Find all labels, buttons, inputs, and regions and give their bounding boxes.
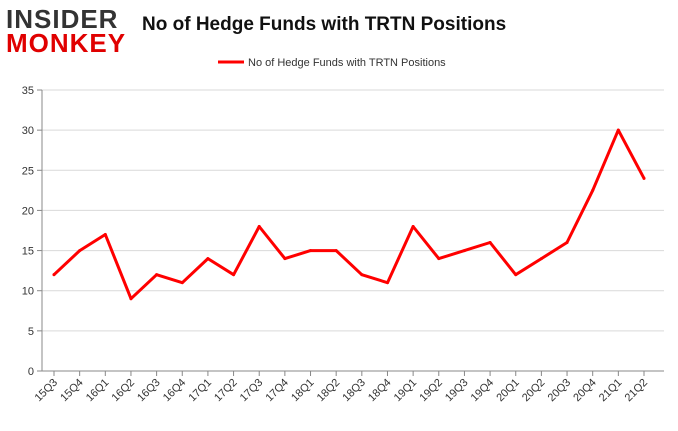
data-point-19Q4 bbox=[488, 241, 492, 245]
x-tick-label-18Q1: 18Q1 bbox=[289, 377, 317, 405]
y-tick-label-20: 20 bbox=[22, 205, 34, 217]
chart-title: No of Hedge Funds with TRTN Positions bbox=[142, 14, 507, 35]
gridlines bbox=[42, 89, 664, 332]
data-point-21Q1 bbox=[616, 128, 620, 132]
x-tick-label-16Q4: 16Q4 bbox=[161, 377, 189, 405]
x-tick-label-17Q2: 17Q2 bbox=[212, 377, 240, 405]
x-tick-label-20Q4: 20Q4 bbox=[571, 377, 599, 405]
data-point-20Q4 bbox=[591, 188, 595, 192]
x-tick-label-18Q3: 18Q3 bbox=[340, 377, 368, 405]
data-point-18Q2 bbox=[334, 249, 338, 253]
x-tick-label-17Q1: 17Q1 bbox=[187, 377, 215, 405]
data-point-18Q4 bbox=[385, 281, 389, 285]
data-point-18Q3 bbox=[360, 273, 364, 277]
x-tick-label-16Q3: 16Q3 bbox=[135, 377, 163, 405]
data-point-21Q2 bbox=[642, 176, 646, 180]
data-point-20Q1 bbox=[514, 273, 518, 277]
x-tick-label-20Q1: 20Q1 bbox=[494, 377, 522, 405]
x-tick-label-20Q3: 20Q3 bbox=[546, 377, 574, 405]
data-point-18Q1 bbox=[309, 249, 313, 253]
y-tick-label-5: 5 bbox=[28, 326, 34, 338]
x-tick-label-19Q2: 19Q2 bbox=[417, 377, 445, 405]
x-tick-label-20Q2: 20Q2 bbox=[520, 377, 548, 405]
data-point-16Q1 bbox=[103, 233, 107, 237]
data-point-20Q3 bbox=[565, 241, 569, 245]
data-point-19Q2 bbox=[437, 257, 441, 261]
x-tick-label-15Q3: 15Q3 bbox=[33, 377, 61, 405]
data-point-20Q2 bbox=[539, 257, 543, 261]
x-tick-label-18Q4: 18Q4 bbox=[366, 377, 394, 405]
data-point-17Q1 bbox=[206, 257, 210, 261]
x-tick-label-18Q2: 18Q2 bbox=[315, 377, 343, 405]
x-tick-label-17Q4: 17Q4 bbox=[263, 377, 291, 405]
x-tick-label-21Q1: 21Q1 bbox=[597, 377, 625, 405]
y-tick-label-10: 10 bbox=[22, 286, 34, 298]
data-point-17Q3 bbox=[257, 224, 261, 228]
data-point-17Q4 bbox=[283, 257, 287, 261]
data-point-17Q2 bbox=[232, 273, 236, 277]
logo-line-2: MONKEY bbox=[6, 28, 127, 58]
data-point-16Q3 bbox=[155, 273, 159, 277]
x-tick-label-17Q3: 17Q3 bbox=[238, 377, 266, 405]
x-tick-label-19Q4: 19Q4 bbox=[469, 377, 497, 405]
series-line-0 bbox=[52, 128, 646, 301]
y-tick-label-15: 15 bbox=[22, 246, 34, 258]
y-axis: 0 5 10 15 20 25 30 35 bbox=[22, 85, 43, 378]
data-point-16Q4 bbox=[180, 281, 184, 285]
x-tick-label-19Q1: 19Q1 bbox=[392, 377, 420, 405]
data-point-16Q2 bbox=[129, 297, 133, 301]
insider-monkey-logo: INSIDER MONKEY bbox=[6, 6, 128, 56]
data-point-19Q3 bbox=[462, 249, 466, 253]
data-point-19Q1 bbox=[411, 224, 415, 228]
data-point-15Q3 bbox=[52, 273, 56, 277]
data-point-15Q4 bbox=[78, 249, 82, 253]
x-axis: 15Q315Q416Q116Q216Q316Q417Q117Q217Q317Q4… bbox=[33, 370, 664, 405]
x-tick-label-15Q4: 15Q4 bbox=[58, 377, 86, 405]
y-tick-label-30: 30 bbox=[22, 125, 34, 137]
x-tick-label-21Q2: 21Q2 bbox=[623, 377, 651, 405]
y-tick-label-35: 35 bbox=[22, 85, 34, 97]
legend: No of Hedge Funds with TRTN Positions bbox=[218, 57, 446, 69]
logo-line-1: INSIDER bbox=[6, 4, 119, 34]
x-tick-label-16Q1: 16Q1 bbox=[84, 377, 112, 405]
legend-label: No of Hedge Funds with TRTN Positions bbox=[248, 57, 446, 69]
y-tick-label-25: 25 bbox=[22, 165, 34, 177]
x-tick-label-19Q3: 19Q3 bbox=[443, 377, 471, 405]
y-tick-label-0: 0 bbox=[28, 366, 34, 378]
x-tick-label-16Q2: 16Q2 bbox=[110, 377, 138, 405]
plot-area bbox=[52, 128, 646, 301]
